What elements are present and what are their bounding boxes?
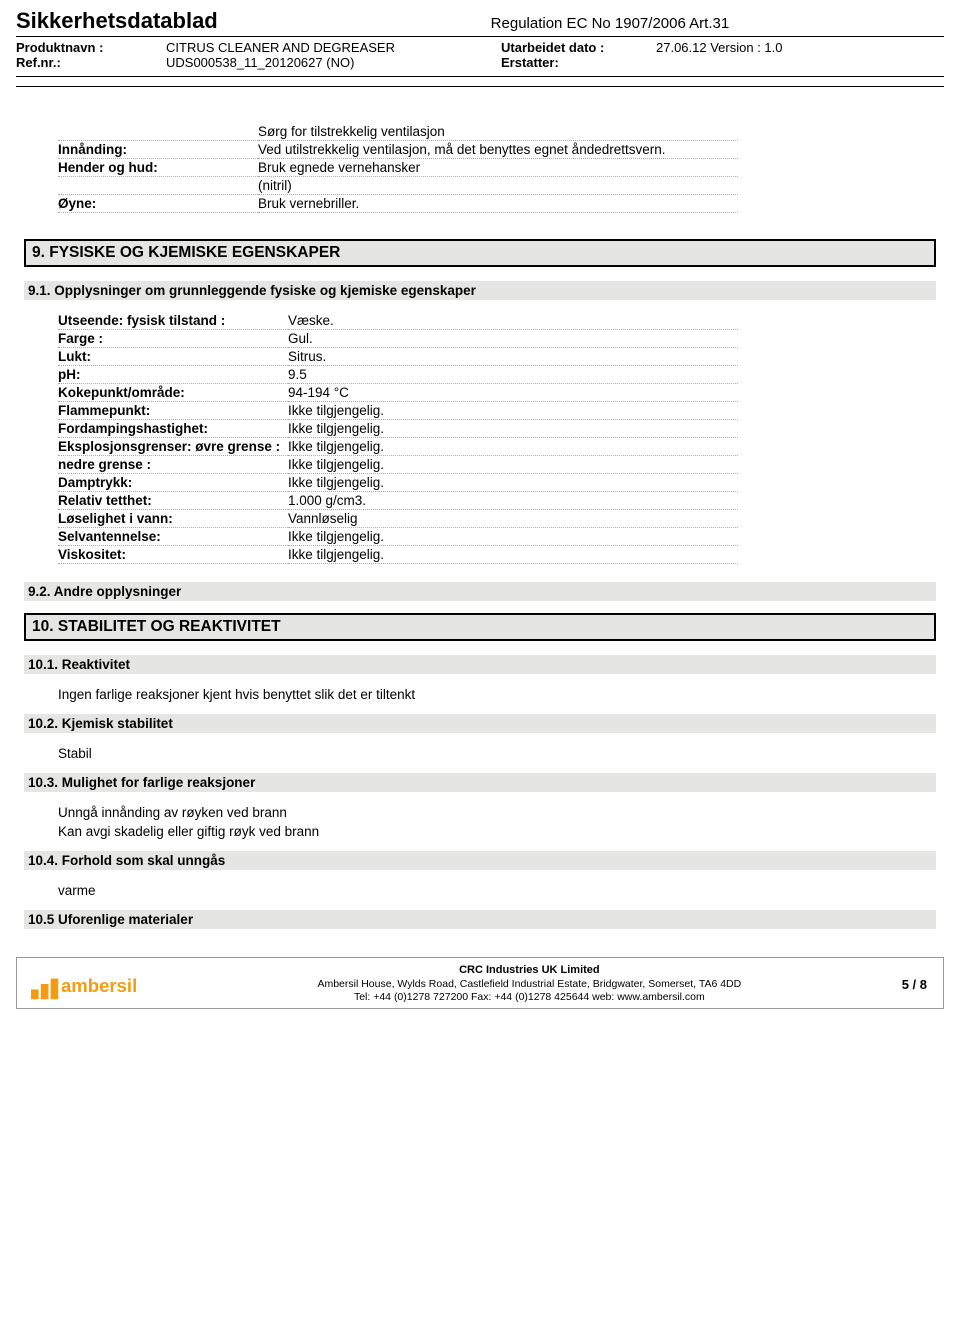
section-9-header: 9. FYSISKE OG KJEMISKE EGENSKAPER: [24, 239, 936, 267]
prop-key: Lukt:: [58, 348, 288, 366]
section-10-header: 10. STABILITET OG REAKTIVITET: [24, 613, 936, 641]
table-cell: Øyne:: [58, 195, 258, 213]
value-produktnavn: CITRUS CLEANER AND DEGREASER: [166, 40, 501, 55]
body-text: Ingen farlige reaksjoner kjent hvis beny…: [58, 686, 936, 704]
prop-val: Gul.: [288, 330, 738, 348]
ambersil-logo: ambersil: [31, 966, 151, 1002]
prop-val: Væske.: [288, 312, 738, 330]
svg-text:ambersil: ambersil: [61, 975, 137, 996]
value-utarbeidet: 27.06.12 Version : 1.0: [656, 40, 782, 55]
table-cell: [58, 177, 258, 195]
header-meta: Produktnavn : Ref.nr.: CITRUS CLEANER AN…: [16, 40, 944, 70]
table-cell: Bruk vernebriller.: [258, 195, 738, 213]
properties-table: Utseende: fysisk tilstand :Væske. Farge …: [58, 312, 738, 564]
prop-val: Ikke tilgjengelig.: [288, 456, 738, 474]
prop-key: nedre grense :: [58, 456, 288, 474]
table-cell: (nitril): [258, 177, 738, 195]
table-cell: Sørg for tilstrekkelig ventilasjon: [258, 123, 738, 141]
prop-val: 94-194 °C: [288, 384, 738, 402]
protection-table: Sørg for tilstrekkelig ventilasjon Innån…: [58, 123, 738, 213]
footer-company: CRC Industries UK Limited: [163, 964, 896, 978]
body-text: Unngå innånding av røyken ved brann: [58, 804, 936, 822]
prop-key: Viskositet:: [58, 546, 288, 564]
page-footer: ambersil CRC Industries UK Limited Amber…: [16, 957, 944, 1009]
section-10-2-header: 10.2. Kjemisk stabilitet: [24, 714, 936, 733]
regulation-text: Regulation EC No 1907/2006 Art.31: [387, 15, 832, 34]
prop-key: Selvantennelse:: [58, 528, 288, 546]
prop-val: Vannløselig: [288, 510, 738, 528]
prop-val: Ikke tilgjengelig.: [288, 438, 738, 456]
footer-address: Ambersil House, Wylds Road, Castlefield …: [163, 978, 896, 991]
prop-key: Løselighet i vann:: [58, 510, 288, 528]
prop-key: Fordampingshastighet:: [58, 420, 288, 438]
label-erstatter: Erstatter:: [501, 55, 656, 70]
footer-text: CRC Industries UK Limited Ambersil House…: [163, 964, 896, 1004]
table-cell: Ved utilstrekkelig ventilasjon, må det b…: [258, 141, 738, 159]
document-title: Sikkerhetsdatablad: [16, 8, 387, 34]
prop-val: 9.5: [288, 366, 738, 384]
section-10-3-header: 10.3. Mulighet for farlige reaksjoner: [24, 773, 936, 792]
prop-key: Eksplosjonsgrenser: øvre grense :: [58, 438, 288, 456]
prop-key: Flammepunkt:: [58, 402, 288, 420]
table-cell: Bruk egnede vernehansker: [258, 159, 738, 177]
prop-val: Ikke tilgjengelig.: [288, 546, 738, 564]
section-9-1-header: 9.1. Opplysninger om grunnleggende fysis…: [24, 281, 936, 300]
body-text: varme: [58, 882, 936, 900]
prop-val: Ikke tilgjengelig.: [288, 528, 738, 546]
page-header: Sikkerhetsdatablad Regulation EC No 1907…: [16, 8, 944, 37]
prop-val: 1.000 g/cm3.: [288, 492, 738, 510]
label-produktnavn: Produktnavn :: [16, 40, 166, 55]
prop-key: Relativ tetthet:: [58, 492, 288, 510]
prop-key: pH:: [58, 366, 288, 384]
prop-val: Ikke tilgjengelig.: [288, 474, 738, 492]
value-refnr: UDS000538_11_20120627 (NO): [166, 55, 501, 70]
label-utarbeidet: Utarbeidet dato :: [501, 40, 656, 55]
table-cell: Hender og hud:: [58, 159, 258, 177]
section-10-1-header: 10.1. Reaktivitet: [24, 655, 936, 674]
table-cell: Innånding:: [58, 141, 258, 159]
prop-val: Ikke tilgjengelig.: [288, 420, 738, 438]
section-9-2-header: 9.2. Andre opplysninger: [24, 582, 936, 601]
body-text: Stabil: [58, 745, 936, 763]
prop-key: Damptrykk:: [58, 474, 288, 492]
prop-key: Utseende: fysisk tilstand :: [58, 312, 288, 330]
footer-contact: Tel: +44 (0)1278 727200 Fax: +44 (0)1278…: [163, 991, 896, 1004]
prop-val: Ikke tilgjengelig.: [288, 402, 738, 420]
label-refnr: Ref.nr.:: [16, 55, 166, 70]
body-text: Kan avgi skadelig eller giftig røyk ved …: [58, 823, 936, 841]
section-10-5-header: 10.5 Uforenlige materialer: [24, 910, 936, 929]
prop-key: Kokepunkt/område:: [58, 384, 288, 402]
page-number: 5 / 8: [896, 977, 933, 992]
section-10-4-header: 10.4. Forhold som skal unngås: [24, 851, 936, 870]
prop-key: Farge :: [58, 330, 288, 348]
prop-val: Sitrus.: [288, 348, 738, 366]
